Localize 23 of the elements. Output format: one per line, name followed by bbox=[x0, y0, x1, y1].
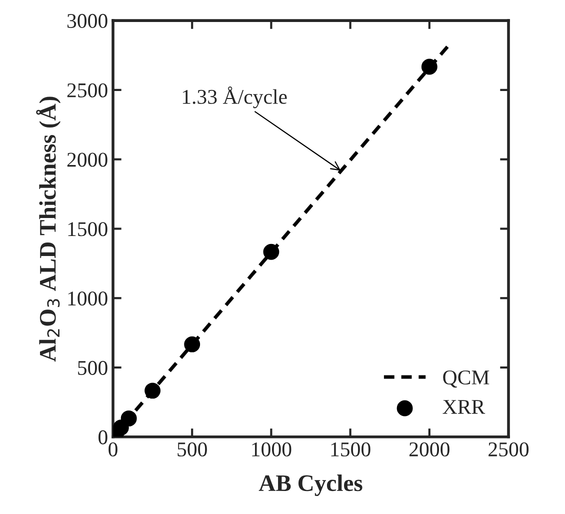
y-axis-title: Al$_{2}$O$_{3}$ ALD Thickness (Å) bbox=[36, 96, 61, 362]
legend-label: XRR bbox=[442, 400, 486, 414]
x-tick-label: 2500 bbox=[488, 442, 529, 456]
y-tick-label: 0 bbox=[98, 430, 108, 444]
point bbox=[184, 336, 200, 352]
y-tick-label: 3000 bbox=[67, 14, 108, 28]
y-tick-label: 1000 bbox=[68, 291, 108, 306]
x-axis-title: AB Cycles bbox=[258, 474, 362, 496]
y-tick-label: 2000 bbox=[67, 152, 108, 167]
point bbox=[120, 410, 137, 426]
x-tick-label: 0 bbox=[108, 442, 118, 456]
point bbox=[263, 244, 280, 260]
x-tick-label: 1000 bbox=[252, 442, 292, 456]
y-tick-label: 2500 bbox=[67, 83, 108, 98]
x-tick-label: 500 bbox=[178, 442, 207, 456]
annotation: 1.33 Å/cycle bbox=[182, 86, 287, 108]
x-tick-label: 1500 bbox=[331, 442, 370, 456]
point bbox=[421, 58, 438, 75]
y-tick-label: 1500 bbox=[68, 222, 108, 236]
x-tick-label: 2000 bbox=[409, 442, 450, 456]
legend-label: QCM bbox=[443, 370, 490, 388]
y-tick-label: 500 bbox=[78, 360, 108, 375]
point bbox=[144, 382, 161, 399]
